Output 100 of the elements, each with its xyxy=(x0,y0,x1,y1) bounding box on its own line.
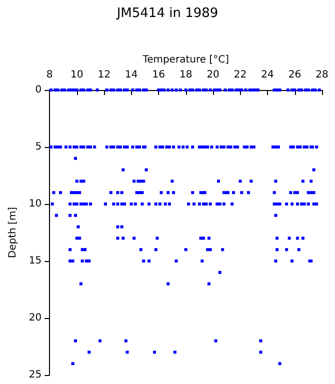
point xyxy=(274,180,278,183)
point xyxy=(278,362,282,366)
point xyxy=(187,202,190,206)
point xyxy=(166,191,170,194)
point xyxy=(74,214,77,217)
point xyxy=(142,260,146,262)
x-tick-label: 28 xyxy=(316,70,328,80)
point xyxy=(72,202,76,206)
point xyxy=(301,180,304,183)
point xyxy=(72,191,76,194)
point xyxy=(74,156,77,160)
point xyxy=(120,191,124,194)
point xyxy=(78,191,82,194)
x-tick-label: 22 xyxy=(234,70,247,80)
point xyxy=(259,350,262,354)
point xyxy=(88,350,91,354)
point xyxy=(68,248,72,252)
point xyxy=(74,339,77,342)
y-tick-label: 25 xyxy=(28,370,42,380)
point xyxy=(71,260,74,262)
point xyxy=(168,202,171,206)
point xyxy=(71,362,74,366)
chart-title: JM5414 in 1989 xyxy=(116,6,218,21)
point xyxy=(98,339,102,342)
point xyxy=(300,202,304,206)
x-tick-label: 20 xyxy=(206,70,220,80)
point xyxy=(200,260,204,262)
point xyxy=(122,236,125,240)
point xyxy=(116,191,120,194)
point xyxy=(218,270,222,274)
x-tick-label: 8 xyxy=(46,70,53,80)
point xyxy=(82,202,86,206)
point xyxy=(198,202,201,206)
point xyxy=(59,191,62,194)
point xyxy=(207,236,210,240)
point xyxy=(116,236,120,240)
point xyxy=(79,282,82,286)
point xyxy=(140,202,144,206)
point xyxy=(310,180,313,183)
point xyxy=(222,202,226,206)
point xyxy=(75,180,78,183)
point xyxy=(216,202,219,206)
point xyxy=(290,202,294,206)
point xyxy=(285,248,288,252)
point xyxy=(68,260,72,262)
y-axis-title: Depth [m] xyxy=(8,206,18,258)
point xyxy=(312,168,316,172)
point xyxy=(136,180,140,183)
point xyxy=(88,260,91,262)
point xyxy=(208,248,212,252)
point xyxy=(116,225,120,228)
point xyxy=(154,202,158,206)
x-axis-title: Temperature [°C] xyxy=(142,54,230,66)
point xyxy=(134,202,137,206)
x-tick-label: 14 xyxy=(124,70,138,80)
point xyxy=(312,191,316,194)
point xyxy=(206,248,210,252)
x-tick-label: 16 xyxy=(152,70,165,80)
point xyxy=(315,202,318,206)
point xyxy=(160,191,163,194)
x-tick-label: 12 xyxy=(98,70,110,80)
point xyxy=(202,236,206,240)
point xyxy=(221,248,224,252)
point xyxy=(218,202,222,206)
point xyxy=(232,191,235,194)
y-tick-label: 20 xyxy=(28,312,42,324)
point xyxy=(290,260,294,262)
point xyxy=(289,191,292,194)
point xyxy=(272,191,276,194)
point xyxy=(54,214,58,217)
point xyxy=(126,350,129,354)
point xyxy=(173,350,176,354)
point xyxy=(276,236,279,240)
point xyxy=(288,236,291,240)
point xyxy=(139,248,142,252)
point xyxy=(78,236,82,240)
point xyxy=(52,191,56,194)
point xyxy=(109,191,112,194)
point xyxy=(174,260,178,262)
point xyxy=(84,202,88,206)
point xyxy=(278,202,282,206)
point xyxy=(191,191,194,194)
y-tick-label: 10 xyxy=(28,198,42,210)
point xyxy=(208,202,212,206)
point xyxy=(75,202,78,206)
point xyxy=(302,202,306,206)
point xyxy=(310,191,313,194)
point xyxy=(132,180,136,183)
point xyxy=(156,236,159,240)
point xyxy=(144,168,148,172)
point xyxy=(104,202,107,206)
point xyxy=(68,202,72,206)
point xyxy=(148,260,151,262)
point xyxy=(214,339,218,342)
point xyxy=(84,248,87,252)
point xyxy=(82,180,86,183)
point xyxy=(192,202,196,206)
point xyxy=(132,236,136,240)
point xyxy=(120,225,124,228)
point xyxy=(259,339,262,342)
